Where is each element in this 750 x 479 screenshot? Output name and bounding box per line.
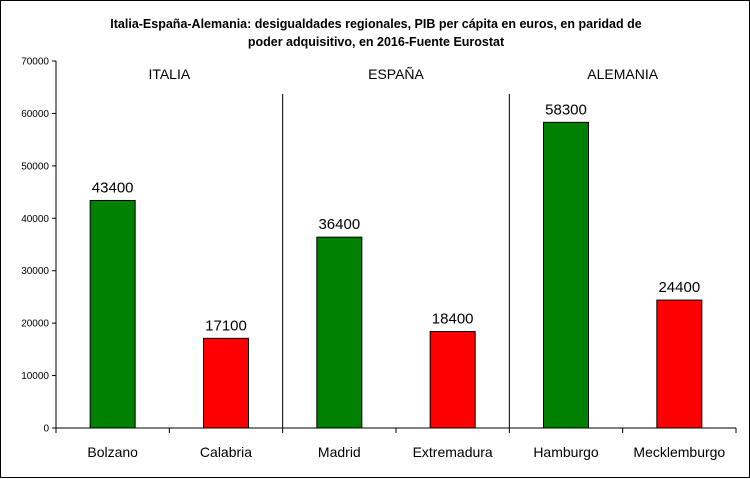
category-label: Extremadura (413, 444, 493, 460)
group-label: ALEMANIA (587, 66, 658, 82)
y-tick-label: 10000 (21, 371, 49, 382)
y-tick-label: 20000 (21, 319, 49, 330)
bar (656, 299, 703, 429)
data-label: 36400 (318, 216, 360, 233)
data-label: 24400 (658, 279, 700, 296)
bar (203, 337, 249, 429)
y-tick-label: 70000 (21, 57, 49, 68)
category-label: Calabria (200, 444, 252, 460)
chart-title-line-1: Italia-España-Alemania: desigualdades re… (110, 17, 641, 31)
category-label: Hamburgo (533, 444, 599, 460)
y-tick-label: 60000 (21, 109, 49, 120)
y-tick-label: 40000 (21, 214, 49, 225)
y-tick-label: 0 (43, 424, 49, 435)
bar (316, 236, 363, 429)
category-label: Bolzano (87, 444, 138, 460)
category-label: Mecklemburgo (633, 444, 725, 460)
data-label: 58300 (545, 101, 587, 118)
group-label: ITALIA (148, 66, 190, 82)
bar (89, 199, 136, 429)
bar (429, 331, 476, 429)
group-label: ESPAÑA (368, 66, 424, 82)
y-tick-label: 30000 (21, 266, 49, 277)
chart-title-line-2: poder adquisitivo, en 2016-Fuente Eurost… (248, 35, 505, 49)
data-label: 18400 (432, 311, 474, 328)
category-label: Madrid (318, 444, 361, 460)
y-tick-label: 50000 (21, 161, 49, 172)
bar (543, 121, 589, 429)
data-label: 17100 (205, 317, 247, 334)
data-label: 43400 (92, 179, 134, 196)
